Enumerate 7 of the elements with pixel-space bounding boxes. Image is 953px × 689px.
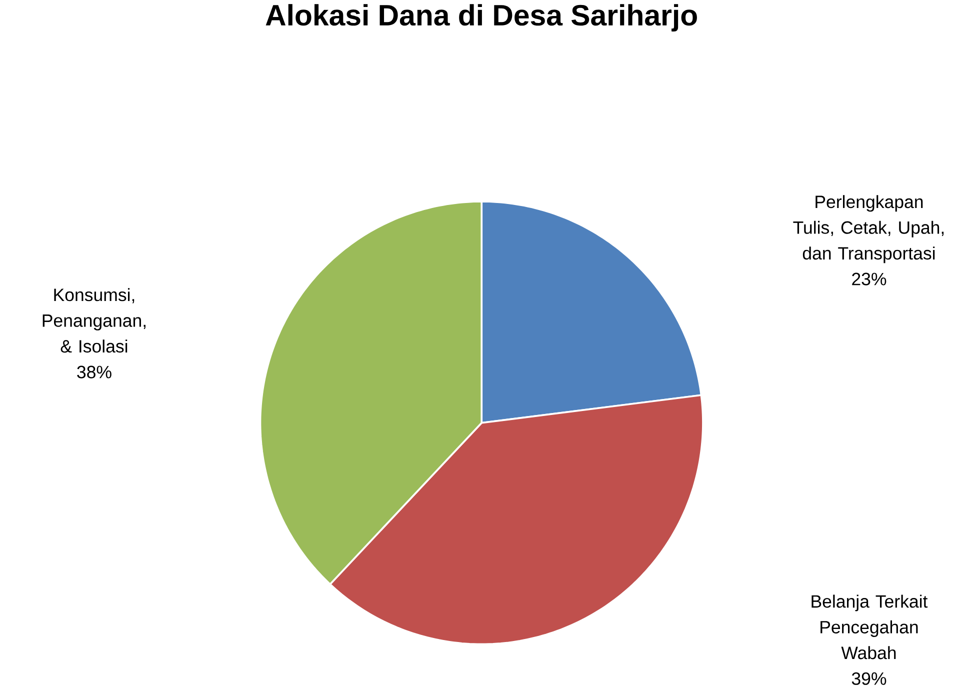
chart-title: Alokasi Dana di Desa Sariharjo [266, 4, 697, 32]
data-label: 23% [852, 272, 886, 286]
slice-label: Belanja Terkait Pencegahan Wabah [812, 594, 928, 660]
slice-label: Perlengkapan Tulis, Cetak, Upah, dan Transportasi [793, 195, 944, 264]
data-label: 39% [852, 672, 886, 685]
data-label: 38% [77, 366, 112, 378]
slice-label: Konsumsi, Penanganan, & Isolasi [42, 288, 146, 353]
